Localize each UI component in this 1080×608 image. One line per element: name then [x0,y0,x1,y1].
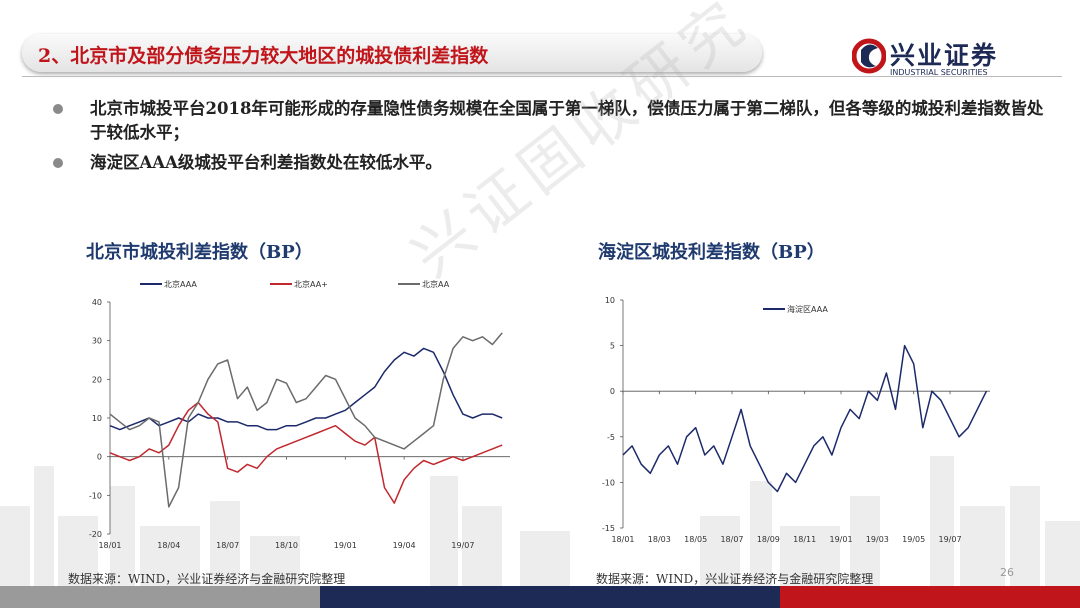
x-tick-label: 18/05 [684,535,707,544]
slide-title-bar: 2、北京市及部分债务压力较大地区的城投债利差指数 [22,34,762,72]
x-tick-label: 19/04 [393,541,416,550]
y-tick-label: 0 [610,387,615,396]
chart-title-beijing: 北京市城投利差指数（BP） [86,242,313,263]
header-divider [22,76,1062,77]
y-tick-label: -20 [89,530,102,539]
page-number: 26 [1000,566,1014,579]
x-tick-label: 18/03 [648,535,671,544]
footer-band-red [780,586,1080,608]
bullet-dot-icon [53,158,63,168]
bullet-text: 北京市城投平台2018年可能形成的存量隐性债务规模在全国属于第一梯队，偿债压力属… [90,99,1044,142]
x-tick-label: 18/11 [793,535,816,544]
x-tick-label: 18/07 [216,541,239,550]
series-line-0 [622,344,988,493]
legend-label: 北京AA+ [294,279,328,289]
x-tick-label: 19/07 [938,535,961,544]
y-tick-label: -10 [89,491,102,500]
y-tick-label: -10 [602,478,615,487]
chart-title-haidian: 海淀区城投利差指数（BP） [598,242,825,263]
beijing-spread-chart: 40 30 20 10 0 -10 -20 18/01 18/04 18/07 18/10 19/01… [89,279,510,550]
x-tick-label: 18/09 [757,535,780,544]
x-tick-label: 18/01 [98,541,121,550]
y-tick-label: 30 [92,337,102,346]
city-skyline-decoration [0,456,1080,586]
slide-title: 2、北京市及部分债务压力较大地区的城投债利差指数 [38,45,489,67]
y-tick-label: 5 [610,342,615,351]
x-tick-label: 18/01 [611,535,634,544]
y-tick-label: -5 [607,433,615,442]
x-tick-label: 18/07 [720,535,743,544]
legend-label: 海淀区AAA [787,304,828,314]
series-line-1 [109,401,503,504]
y-tick-label: 40 [92,298,102,307]
footer-band-gray [0,586,320,608]
footer-band-navy [320,586,780,608]
data-source-right: 数据来源：WIND，兴业证券经济与金融研究院整理 [596,572,874,586]
series-line-2 [109,332,503,508]
company-logo: 兴业证券 INDUSTRIAL SECURITIES [851,36,1012,80]
bullet-text: 海淀区AAA级城投平台利差指数处在较低水平。 [90,153,442,172]
legend-label: 北京AAA [164,279,197,289]
haidian-spread-chart: 10 5 0 -5 -10 -15 18/01 18/03 18/05 18/07 18/09 18/… [602,296,990,544]
x-tick-label: 19/01 [829,535,852,544]
x-tick-label: 19/03 [866,535,889,544]
bullet-item: 北京市城投平台2018年可能形成的存量隐性债务规模在全国属于第一梯队，偿债压力属… [50,97,1050,145]
legend-label: 北京AA [422,279,450,289]
y-tick-label: 20 [92,375,102,384]
bullet-item: 海淀区AAA级城投平台利差指数处在较低水平。 [50,151,1050,175]
x-tick-label: 18/10 [275,541,298,550]
x-tick-label: 19/07 [451,541,474,550]
data-source-left: 数据来源：WIND，兴业证券经济与金融研究院整理 [68,572,346,586]
x-tick-label: 19/05 [902,535,925,544]
y-tick-label: 0 [97,453,102,462]
y-tick-label: 10 [92,414,102,423]
logo-text-cn: 兴业证券 [890,41,999,70]
x-tick-label: 18/04 [157,541,180,550]
bullet-dot-icon [53,104,63,114]
y-tick-label: 10 [605,296,615,305]
x-tick-label: 19/01 [334,541,357,550]
series-line-0 [109,347,503,431]
bullet-list: 北京市城投平台2018年可能形成的存量隐性债务规模在全国属于第一梯队，偿债压力属… [50,97,1050,181]
logo-emblem-icon [851,38,887,74]
y-tick-label: -15 [602,524,615,533]
logo-text-en: INDUSTRIAL SECURITIES [890,68,988,77]
